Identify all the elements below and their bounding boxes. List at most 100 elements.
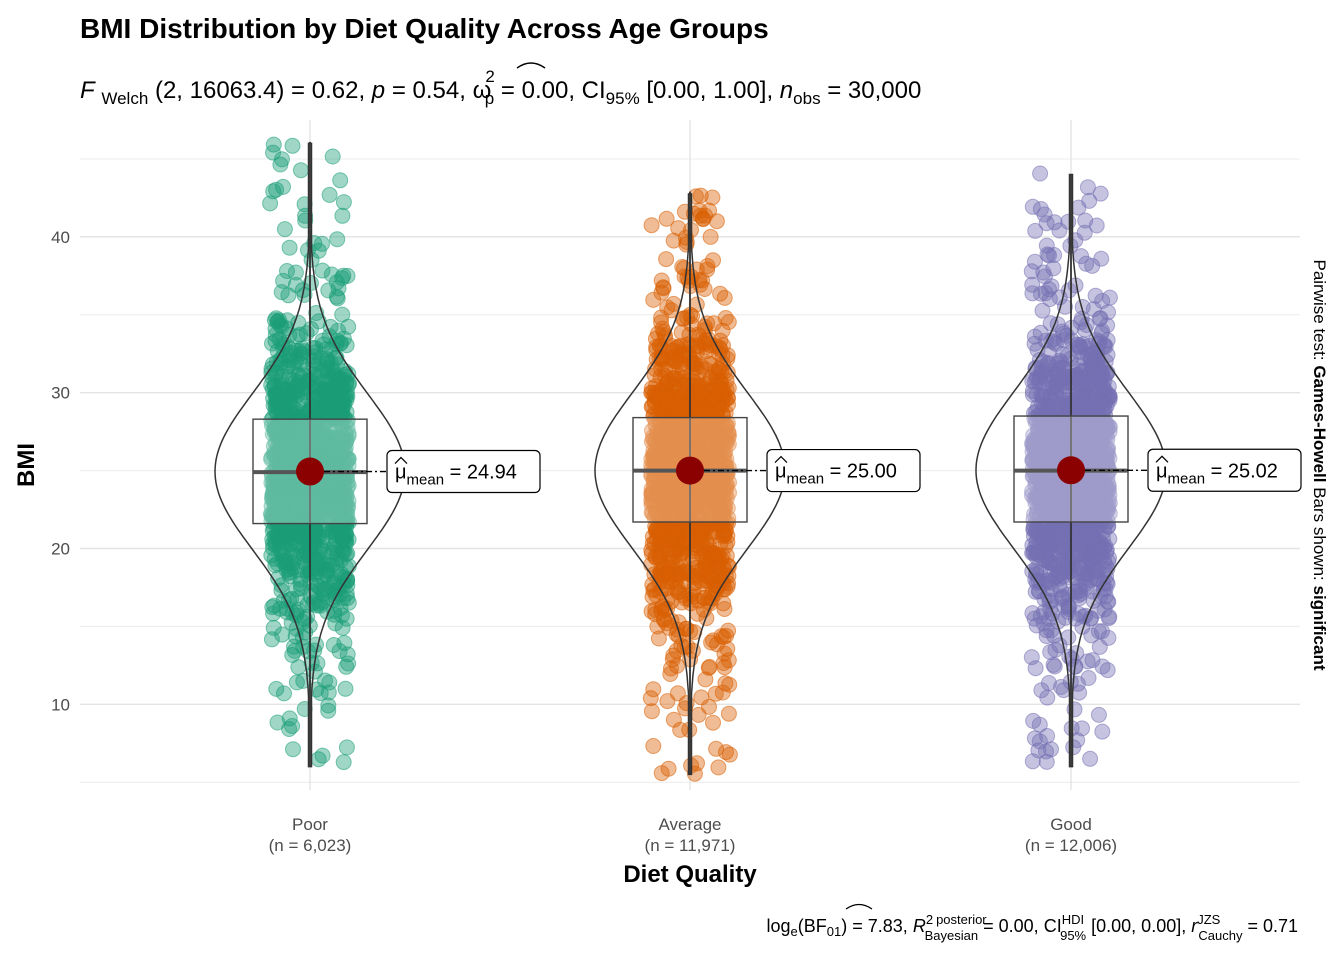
x-category-good: Good [1050, 815, 1092, 834]
data-point [330, 280, 347, 297]
x-axis-categories: Poor (n = 6,023) Average (n = 11,971) Good (n… [269, 815, 1117, 855]
data-point [668, 581, 685, 597]
data-point [720, 705, 737, 722]
data-point [1023, 263, 1040, 280]
y-tick-label: 20 [51, 539, 70, 558]
data-point [314, 235, 330, 252]
data-point [263, 474, 280, 491]
data-point [323, 266, 340, 283]
data-point [330, 322, 347, 339]
caption-bf-sub: 01 [827, 924, 841, 939]
data-point [679, 336, 696, 353]
bayes-caption: loge(BF01) = 7.83, R2 posterior Bayesian =… [767, 912, 1298, 944]
data-point [1039, 689, 1056, 706]
mean-point-good [1057, 456, 1085, 485]
caption-bf-open: (BF [798, 916, 827, 936]
data-point [279, 604, 295, 621]
y-tick-label: 10 [51, 695, 70, 714]
data-point [262, 195, 279, 212]
subtitle-stat-value: = 0.62 [291, 77, 358, 104]
data-point [303, 496, 320, 513]
data-point [329, 231, 346, 248]
caption-hat [845, 903, 873, 910]
data-point [660, 760, 677, 777]
subtitle-n-sub: obs [793, 89, 820, 108]
data-point [1056, 598, 1073, 615]
data-point [278, 449, 295, 466]
x-category-n-good: (n = 12,006) [1025, 836, 1117, 855]
data-point [267, 367, 284, 384]
data-point [337, 443, 354, 460]
data-point [672, 356, 689, 373]
chart-title: BMI Distribution by Diet Quality Across … [80, 13, 769, 44]
data-point [336, 409, 353, 426]
data-point [705, 714, 721, 731]
subtitle-effect-sup: 2 [485, 67, 494, 86]
data-point [1037, 399, 1054, 415]
pairwise-side-label: Pairwise test: Games-Howell Bars shown: … [1310, 259, 1329, 670]
data-point [1030, 742, 1047, 759]
data-point [720, 622, 737, 639]
data-point [702, 228, 719, 245]
data-point [327, 429, 344, 446]
data-point [1055, 368, 1072, 385]
data-point [1089, 540, 1106, 557]
chart-subtitle: F Welch (2, 16063.4) = 0.62, p = 0.54, ω… [80, 67, 921, 110]
data-point [700, 659, 717, 676]
data-point [658, 251, 675, 268]
data-point [270, 514, 286, 531]
data-point [267, 402, 284, 419]
data-point [321, 186, 338, 203]
data-point [339, 590, 356, 607]
data-point [696, 281, 713, 297]
data-point [716, 659, 733, 676]
mean-markers: μmean = 24.94 μmean = 25.00 μmean = 25.02 [296, 448, 1302, 494]
data-point [1041, 291, 1058, 307]
data-point [719, 640, 736, 657]
data-point [265, 144, 281, 161]
data-point [1040, 532, 1057, 549]
data-point [317, 672, 333, 689]
data-point [265, 136, 282, 153]
data-point [1097, 557, 1114, 574]
data-point [669, 558, 686, 575]
side-test: Games-Howell [1310, 365, 1329, 482]
caption-ci-sub: 95% [1060, 928, 1086, 943]
data-point [710, 759, 727, 776]
side-prefix: Pairwise test: [1310, 259, 1329, 360]
data-point [269, 452, 286, 469]
data-point [1023, 649, 1040, 666]
data-point [704, 568, 721, 585]
caption-r-value: = 0.00, [983, 916, 1039, 936]
data-point [265, 183, 282, 200]
data-point [338, 585, 355, 602]
data-point [297, 496, 314, 513]
data-point [275, 272, 292, 289]
data-point [701, 698, 717, 715]
data-point [1090, 623, 1107, 640]
caption-ci: CI [1044, 916, 1062, 936]
data-point [337, 559, 354, 576]
data-point [284, 137, 301, 154]
data-point [659, 693, 676, 710]
data-point [266, 550, 283, 567]
data-point [643, 703, 660, 720]
data-point [1024, 198, 1041, 215]
subtitle-ci-sub: 95% [606, 89, 640, 108]
data-point [689, 605, 706, 622]
data-point [297, 539, 314, 556]
data-point [269, 313, 286, 330]
data-point [269, 400, 286, 417]
data-point [282, 553, 299, 570]
data-point [712, 285, 729, 302]
data-point [1065, 537, 1081, 554]
data-point [648, 521, 665, 538]
data-point [659, 299, 676, 316]
data-point [330, 499, 347, 515]
data-point [702, 356, 719, 373]
data-point [649, 618, 666, 635]
data-point [337, 527, 354, 544]
data-point [1084, 257, 1101, 274]
data-point [278, 562, 295, 578]
data-point [708, 553, 725, 570]
